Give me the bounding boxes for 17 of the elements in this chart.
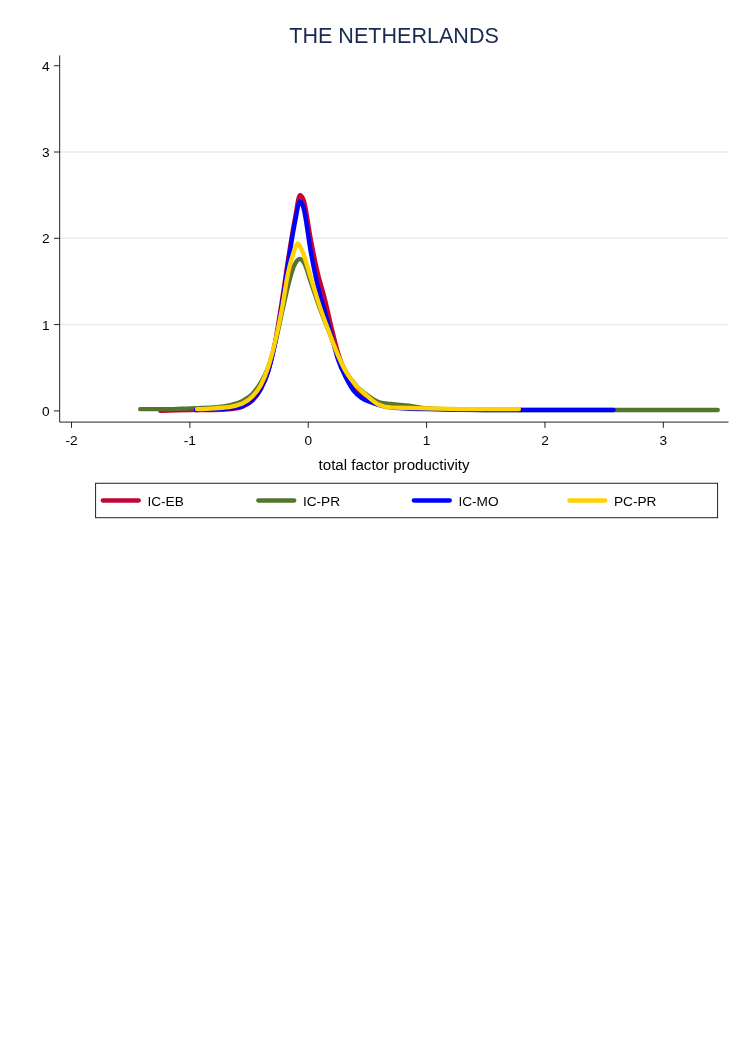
legend-label: IC-MO — [458, 493, 499, 509]
y-tick-label: 0 — [42, 403, 51, 419]
x-tick-label: -2 — [65, 433, 78, 449]
chart-title: THE NETHERLANDS — [289, 23, 499, 49]
x-axis-title: total factor productivity — [318, 455, 470, 473]
x-tick-label: 0 — [304, 433, 313, 449]
legend-label: PC-PR — [613, 493, 657, 509]
legend-label: IC-EB — [147, 493, 184, 509]
x-tick-label: -1 — [183, 433, 196, 449]
y-tick-label: 3 — [42, 145, 50, 161]
x-tick-label: 3 — [659, 433, 668, 449]
y-tick-label: 1 — [42, 317, 50, 333]
legend-label: IC-PR — [302, 493, 341, 509]
x-tick-label: 1 — [422, 433, 431, 449]
y-tick-label: 4 — [42, 58, 51, 74]
x-tick-label: 2 — [541, 433, 549, 449]
y-tick-label: 2 — [42, 231, 50, 247]
